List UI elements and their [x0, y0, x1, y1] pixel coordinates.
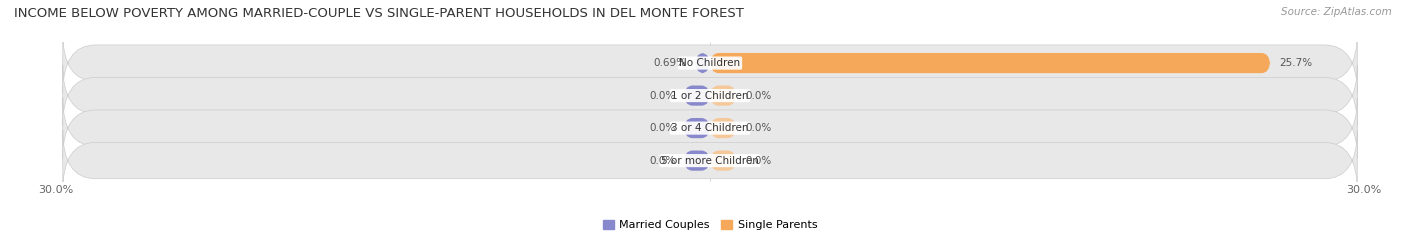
Text: Source: ZipAtlas.com: Source: ZipAtlas.com — [1281, 7, 1392, 17]
Text: 0.0%: 0.0% — [650, 91, 675, 101]
Text: 3 or 4 Children: 3 or 4 Children — [671, 123, 749, 133]
FancyBboxPatch shape — [695, 53, 710, 73]
FancyBboxPatch shape — [710, 53, 1270, 73]
FancyBboxPatch shape — [683, 86, 710, 106]
Text: No Children: No Children — [679, 58, 741, 68]
FancyBboxPatch shape — [63, 97, 1357, 159]
Text: 0.0%: 0.0% — [745, 123, 770, 133]
FancyBboxPatch shape — [63, 32, 1357, 94]
Text: 25.7%: 25.7% — [1279, 58, 1312, 68]
Text: 0.69%: 0.69% — [654, 58, 686, 68]
FancyBboxPatch shape — [63, 65, 1357, 126]
Text: 0.0%: 0.0% — [745, 91, 770, 101]
Text: 0.0%: 0.0% — [650, 156, 675, 166]
Legend: Married Couples, Single Parents: Married Couples, Single Parents — [599, 216, 821, 233]
Text: 1 or 2 Children: 1 or 2 Children — [671, 91, 749, 101]
FancyBboxPatch shape — [63, 130, 1357, 191]
FancyBboxPatch shape — [683, 151, 710, 171]
FancyBboxPatch shape — [710, 86, 737, 106]
Text: INCOME BELOW POVERTY AMONG MARRIED-COUPLE VS SINGLE-PARENT HOUSEHOLDS IN DEL MON: INCOME BELOW POVERTY AMONG MARRIED-COUPL… — [14, 7, 744, 20]
FancyBboxPatch shape — [710, 151, 737, 171]
FancyBboxPatch shape — [683, 118, 710, 138]
Text: 0.0%: 0.0% — [745, 156, 770, 166]
Text: 5 or more Children: 5 or more Children — [661, 156, 759, 166]
Text: 0.0%: 0.0% — [650, 123, 675, 133]
FancyBboxPatch shape — [710, 118, 737, 138]
